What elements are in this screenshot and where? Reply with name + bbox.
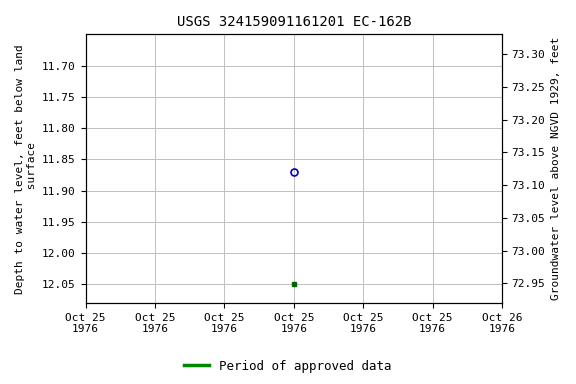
Y-axis label: Groundwater level above NGVD 1929, feet: Groundwater level above NGVD 1929, feet [551, 37, 561, 300]
Title: USGS 324159091161201 EC-162B: USGS 324159091161201 EC-162B [177, 15, 411, 29]
Y-axis label: Depth to water level, feet below land
 surface: Depth to water level, feet below land su… [15, 44, 37, 294]
Legend: Period of approved data: Period of approved data [179, 355, 397, 378]
